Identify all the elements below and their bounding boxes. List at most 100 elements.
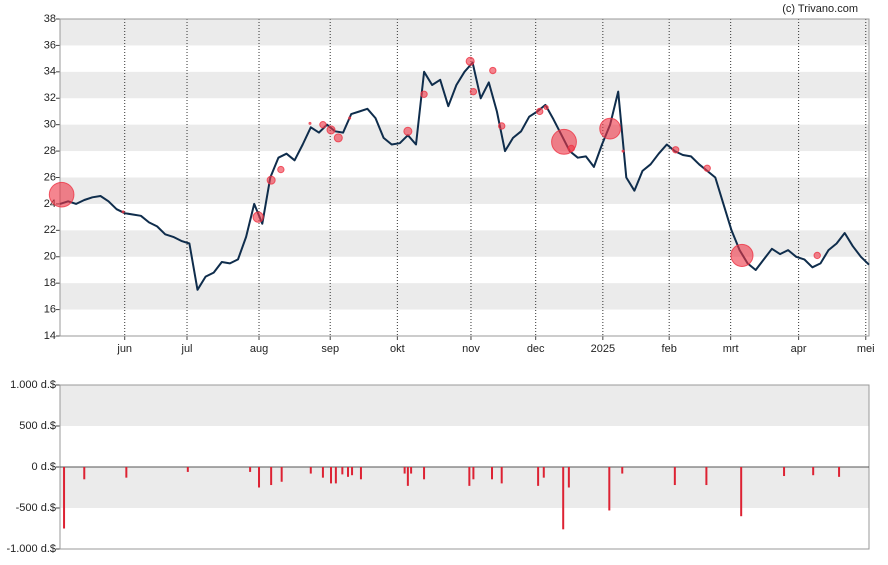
bar — [125, 467, 128, 478]
bar — [673, 467, 676, 486]
trade-bubble — [319, 120, 327, 129]
trade-bubble — [48, 181, 75, 208]
bar — [403, 467, 406, 474]
y-tick-label: 32 — [44, 92, 56, 104]
trade-bubble — [121, 210, 125, 214]
band — [60, 19, 869, 46]
bar — [491, 467, 494, 480]
trade-bubble — [703, 164, 711, 172]
bar — [812, 467, 815, 476]
trade-bubble — [671, 146, 680, 154]
x-tick-label: sep — [321, 343, 339, 355]
y-tick-label: 20 — [44, 251, 56, 263]
bar — [334, 467, 337, 484]
bar — [621, 467, 624, 474]
trade-bubble — [567, 144, 575, 153]
x-tick-label: feb — [662, 343, 677, 355]
trade-bubble — [420, 90, 428, 98]
y-tick-label: 26 — [44, 171, 56, 183]
trade-bubble — [469, 87, 478, 96]
y-tick-label: 1.000 d.$ — [10, 379, 56, 391]
bar — [351, 467, 354, 476]
band — [60, 385, 869, 426]
bar — [280, 467, 283, 482]
trade-bubble — [252, 211, 264, 223]
bar — [608, 467, 611, 511]
bar — [186, 467, 189, 472]
x-tick-label: mei — [857, 343, 875, 355]
trade-bubble — [730, 243, 754, 267]
band — [60, 283, 869, 310]
y-tick-label: 30 — [44, 119, 56, 131]
trade-bubble — [813, 251, 821, 260]
trade-bubble — [599, 117, 621, 140]
bar — [309, 467, 312, 474]
band — [60, 124, 869, 152]
trade-bubble — [308, 121, 312, 125]
bar — [423, 467, 426, 480]
trade-bubble — [403, 126, 413, 136]
bar — [347, 467, 350, 477]
bar — [410, 467, 413, 474]
trade-bubble — [326, 125, 336, 135]
x-tick-label: 2025 — [591, 343, 615, 355]
price-line — [59, 61, 870, 291]
y-tick-label: 22 — [44, 224, 56, 236]
trade-bubble — [266, 175, 276, 185]
y-tick-label: 36 — [44, 39, 56, 51]
bar — [468, 467, 471, 486]
y-tick-label: 0 d.$ — [32, 461, 56, 473]
band — [60, 467, 869, 508]
plot-frame — [59, 18, 870, 337]
y-tick-label: 500 d.$ — [19, 420, 56, 432]
bar — [270, 467, 273, 486]
trade-bubble — [536, 107, 544, 116]
trade-bubble — [333, 133, 343, 143]
trade-bubble — [465, 56, 475, 66]
bar — [249, 467, 252, 472]
band — [60, 177, 869, 204]
bar — [705, 467, 708, 486]
y-tick-label: 16 — [44, 303, 56, 315]
trade-bubble — [621, 149, 625, 153]
trade-bubble — [498, 122, 506, 130]
bar — [258, 467, 261, 488]
x-tick-label: okt — [390, 343, 405, 355]
x-tick-label: nov — [462, 343, 480, 355]
bar — [562, 467, 565, 530]
y-tick-label: 28 — [44, 145, 56, 157]
bar — [537, 467, 540, 486]
bar — [330, 467, 333, 484]
bar — [83, 467, 86, 480]
bar — [472, 467, 475, 480]
bar — [406, 467, 409, 486]
x-tick-label: jul — [181, 343, 193, 355]
y-tick-label: 18 — [44, 277, 56, 289]
y-tick-label: -1.000 d.$ — [6, 543, 56, 555]
x-tick-label: aug — [250, 343, 268, 355]
band — [60, 71, 869, 99]
trade-bubble — [543, 104, 549, 111]
bar — [321, 467, 324, 478]
bar — [783, 467, 786, 477]
bar — [359, 467, 362, 480]
trade-bubble — [348, 116, 352, 120]
y-tick-label: 38 — [44, 13, 56, 25]
x-tick-label: jun — [116, 343, 132, 355]
y-tick-label: -500 d.$ — [16, 502, 56, 514]
trade-bubble — [489, 66, 497, 75]
x-tick-label: apr — [791, 343, 807, 355]
bar — [567, 467, 570, 488]
bar — [63, 467, 66, 529]
x-tick-label: mrt — [723, 343, 739, 355]
y-tick-label: 34 — [44, 66, 56, 78]
bar — [500, 467, 503, 484]
bar — [740, 467, 743, 517]
bar — [341, 467, 344, 475]
bar — [838, 467, 841, 477]
x-tick-label: dec — [527, 343, 545, 355]
bar — [542, 467, 545, 478]
y-tick-label: 14 — [44, 330, 56, 342]
source: (c) Trivano.com — [782, 3, 858, 15]
